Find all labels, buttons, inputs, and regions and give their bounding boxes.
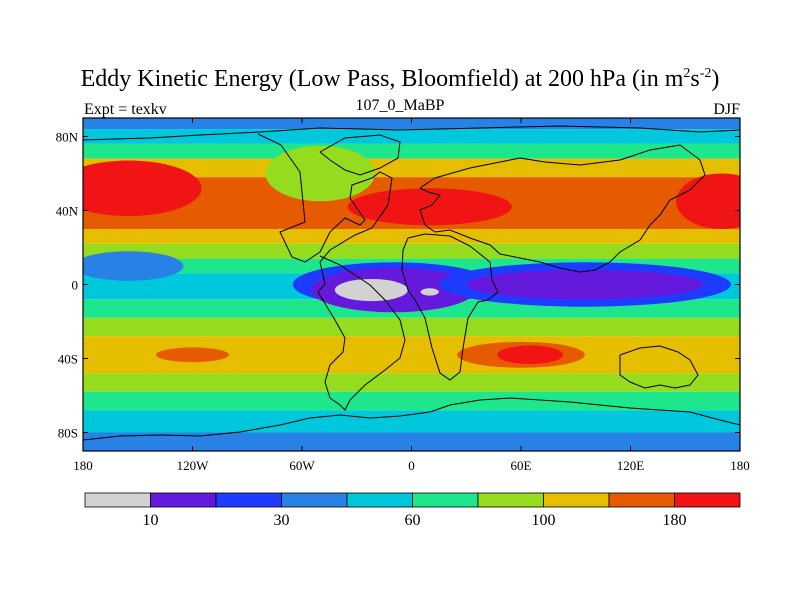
experiment-label: Expt = texkv xyxy=(84,101,167,118)
contour-feature xyxy=(334,278,408,302)
y-tick-label: 80S xyxy=(58,426,78,441)
contour-feature xyxy=(347,188,512,226)
colorbar-swatch xyxy=(215,492,282,508)
season-label: DJF xyxy=(713,101,740,118)
colorbar-label: 180 xyxy=(663,512,687,529)
x-tick-label: 60W xyxy=(289,458,315,473)
x-tick-label: 120W xyxy=(177,458,210,473)
run-label: 107_0_MaBP xyxy=(355,97,445,114)
contour-band xyxy=(83,373,740,392)
colorbar-swatch xyxy=(346,492,413,508)
coastline-australia xyxy=(619,345,699,389)
contour-feature xyxy=(83,251,184,281)
axes-layer: 180 120W 60W 0 60E 120E 180 80N 40N 0 40S 80S xyxy=(56,118,750,473)
colorbar-swatch xyxy=(608,492,675,508)
contour-band xyxy=(83,391,740,411)
coastline-arctic xyxy=(83,125,740,141)
colorbar-label: 10 xyxy=(143,512,159,529)
contour-feature xyxy=(83,160,202,217)
contour-feature xyxy=(156,347,229,363)
colorbar-swatch xyxy=(84,492,151,508)
contour-band xyxy=(83,177,740,192)
title-superscript-1: 2 xyxy=(683,66,691,81)
colorbar-swatch xyxy=(412,492,479,508)
contour-band xyxy=(83,243,740,259)
contour-fill-layer xyxy=(83,118,740,451)
contour-feature xyxy=(676,173,740,229)
x-tick-label: 180 xyxy=(73,458,93,473)
contour-band xyxy=(83,118,740,130)
chart-title: Eddy Kinetic Energy (Low Pass, Bloomfiel… xyxy=(0,66,800,93)
colorbar-swatch xyxy=(477,492,544,508)
y-tick-label: 40N xyxy=(56,204,79,219)
colorbar-swatch xyxy=(281,492,348,508)
x-tick-label: 180 xyxy=(730,458,750,473)
coastline-eurasia xyxy=(419,144,706,273)
contour-band xyxy=(83,410,740,433)
coastline-greenland xyxy=(319,134,401,176)
contour-band xyxy=(83,158,740,178)
colorbar-label: 60 xyxy=(405,512,421,529)
contour-feature xyxy=(466,269,704,300)
title-text: Eddy Kinetic Energy (Low Pass, Bloomfiel… xyxy=(80,66,684,92)
contour-band xyxy=(83,432,740,451)
title-text-s: s xyxy=(690,66,700,92)
contour-feature xyxy=(265,145,375,202)
title-superscript-2: -2 xyxy=(699,66,712,81)
y-tick-label: 40S xyxy=(58,352,78,367)
coastline-antarctica xyxy=(83,397,740,441)
coastline-africa xyxy=(401,233,499,381)
colorbar-label: 30 xyxy=(274,512,290,529)
colorbar-label: 100 xyxy=(532,512,556,529)
colorbar: 10 30 60 100 180 xyxy=(84,492,741,529)
x-tick-label: 0 xyxy=(408,458,415,473)
title-text-end: ) xyxy=(711,66,720,92)
x-tick-label: 60E xyxy=(511,458,532,473)
colorbar-swatch xyxy=(543,492,610,508)
contour-band xyxy=(83,143,740,159)
coastline-americas xyxy=(257,133,406,411)
colorbar-swatch xyxy=(150,492,217,508)
colorbar-swatch xyxy=(674,492,741,508)
contour-band xyxy=(83,229,740,244)
contour-feature xyxy=(420,288,439,296)
y-tick-label: 80N xyxy=(56,130,79,145)
x-tick-label: 120E xyxy=(617,458,645,473)
y-tick-label: 0 xyxy=(72,278,79,293)
contour-band xyxy=(83,317,740,337)
coastline-layer xyxy=(83,125,740,441)
contour-feature xyxy=(497,345,563,365)
